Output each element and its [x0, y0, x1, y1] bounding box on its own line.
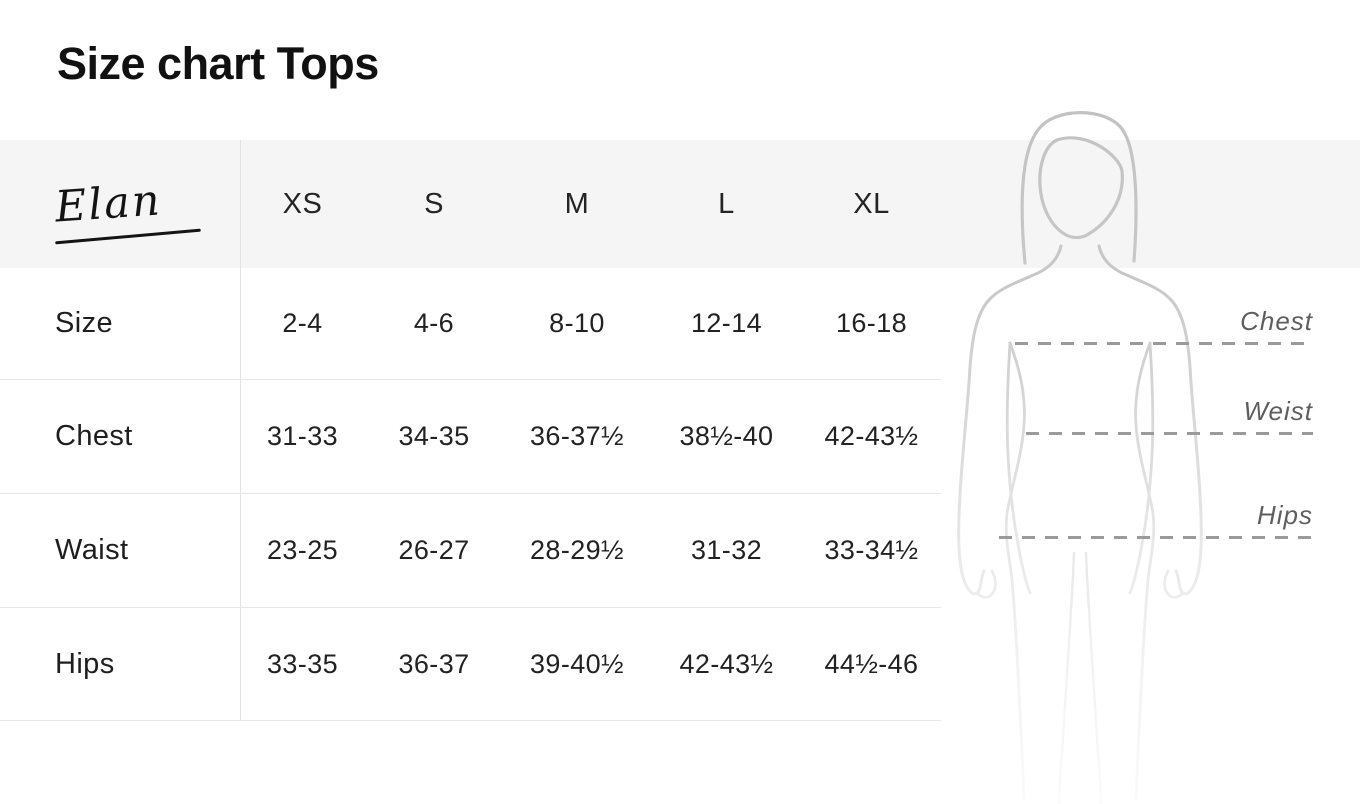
- chest-xl: 42-43½: [824, 421, 919, 451]
- size-m: 8-10: [549, 308, 605, 338]
- chest-measure-label: Chest: [1240, 306, 1313, 336]
- brand-logo: Elan: [0, 175, 240, 245]
- hips-l: 42-43½: [679, 648, 774, 679]
- hips-xs: 33-35: [266, 648, 339, 679]
- size-l: 12-14: [690, 308, 763, 338]
- left-inner-arm: [1005, 341, 1032, 595]
- hips-measure-label: Hips: [1256, 500, 1313, 530]
- chest-m: 36-37½: [530, 421, 624, 451]
- row-divider: [0, 379, 941, 380]
- column-header-xl: XL: [853, 187, 890, 220]
- chest-s: 34-35: [398, 421, 470, 451]
- left-arm-outline: [957, 244, 1063, 596]
- female-figure-illustration: [957, 111, 1203, 804]
- row-label-chest: Chest: [55, 420, 133, 452]
- right-inner-arm: [1128, 341, 1155, 595]
- table-row-hips: Hips 33-35 36-37 39-40½ 42-43½ 44½-46: [0, 608, 941, 720]
- right-inner-leg: [1084, 551, 1103, 804]
- size-s: 4-6: [413, 308, 455, 338]
- hips-measure-line: [999, 536, 1313, 539]
- table-row-chest: Chest 31-33 34-35 36-37½ 38½-40 42-43½: [0, 380, 941, 493]
- row-label-size: Size: [55, 307, 114, 339]
- page-title: Size chart Tops: [57, 38, 379, 89]
- hips-m: 39-40½: [530, 648, 624, 679]
- waist-xs: 23-25: [266, 535, 339, 565]
- waist-measure-label: Weist: [1243, 396, 1313, 426]
- waist-xl: 33-34½: [824, 535, 919, 565]
- table-row-waist: Waist 23-25 26-27 28-29½ 31-32 33-34½: [0, 494, 941, 607]
- table-header-row: Elan XS S M L XL: [0, 140, 941, 268]
- size-xs: 2-4: [282, 308, 323, 338]
- column-header-xs: XS: [282, 187, 323, 220]
- column-header-l: L: [718, 187, 735, 220]
- hips-s: 36-37: [398, 648, 470, 679]
- right-torso-leg: [1134, 341, 1156, 801]
- waist-l: 31-32: [690, 535, 763, 565]
- brand-logo-text: Elan: [53, 175, 164, 233]
- right-hand-outline: [1163, 569, 1185, 599]
- chest-xs: 31-33: [266, 421, 339, 451]
- face-outline: [1038, 136, 1124, 240]
- chest-l: 38½-40: [679, 421, 774, 451]
- row-divider: [0, 493, 941, 494]
- hips-xl: 44½-46: [824, 648, 919, 679]
- row-label-hips: Hips: [55, 647, 115, 680]
- table-vertical-divider: [240, 140, 241, 721]
- left-hand-outline: [975, 569, 997, 599]
- chest-measure-line: [1015, 342, 1313, 345]
- table-row-size: Size 2-4 4-6 8-10 12-14 16-18: [0, 268, 941, 379]
- column-header-s: S: [424, 187, 444, 220]
- row-label-waist: Waist: [55, 534, 129, 566]
- column-header-m: M: [564, 187, 590, 220]
- waist-m: 28-29½: [530, 535, 624, 565]
- row-divider: [0, 607, 941, 608]
- right-arm-outline: [1097, 244, 1203, 596]
- waist-measure-line: [1026, 432, 1313, 435]
- hair-outline: [1020, 111, 1138, 265]
- size-xl: 16-18: [835, 308, 908, 338]
- waist-s: 26-27: [398, 535, 470, 565]
- row-divider: [0, 720, 941, 721]
- left-inner-leg: [1057, 551, 1076, 804]
- left-torso-leg: [1004, 341, 1026, 801]
